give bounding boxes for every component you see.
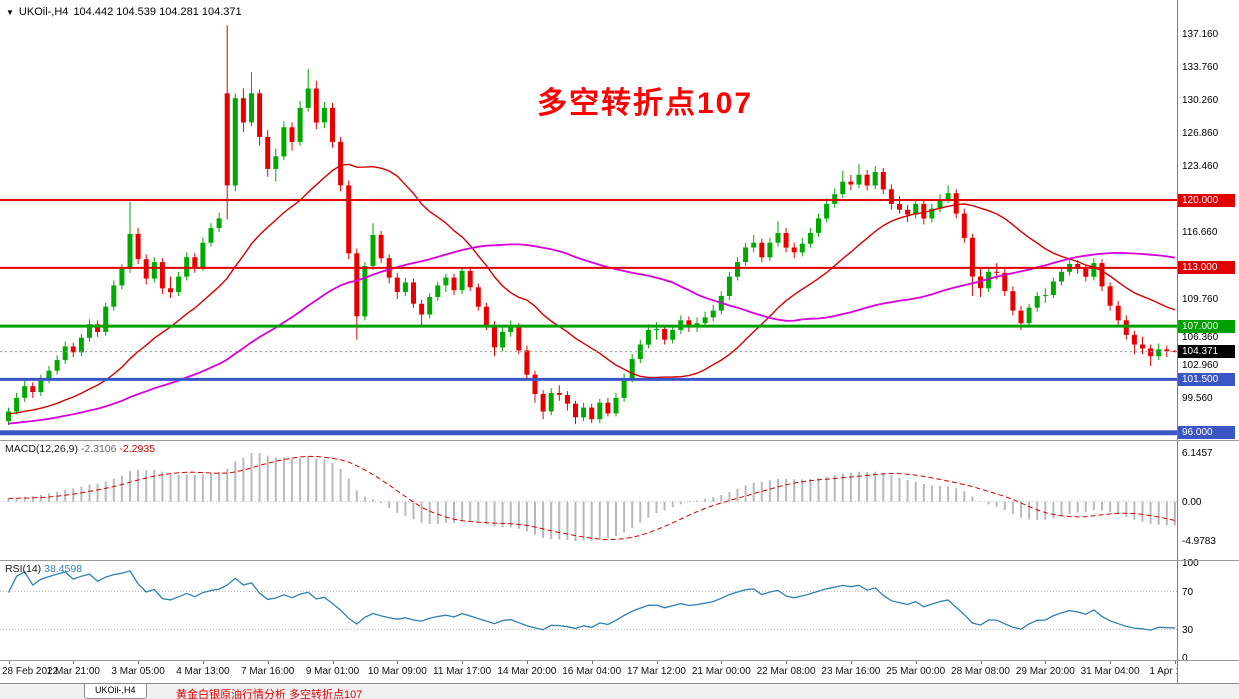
price-axis-badge: 96.000 [1178,426,1235,440]
time-axis-label: 4 Mar 13:00 [176,666,230,677]
time-axis-label: 28 Feb 2022 [2,666,59,677]
time-axis-tick [786,660,788,664]
chart-annotation: 多空转折点107 [537,87,754,120]
time-axis-tick [591,660,593,664]
rsi-axis-label: 30 [1182,624,1194,636]
price-axis-badge: 101.500 [1178,372,1235,386]
time-axis-tick [1110,660,1112,664]
pane-separator [0,660,1239,661]
price-axis-label: 123.460 [1182,161,1219,173]
time-axis-tick [8,660,10,664]
pane-separator[interactable] [0,440,1239,441]
macd-pane[interactable]: MACD(12,26,9) -2.3106 -2.2935 [0,440,1177,560]
price-axis-label: 133.760 [1182,61,1219,73]
main-chart-pane[interactable]: ▼ UKOil-,H4 104.442 104.539 104.281 104.… [0,0,1177,440]
time-axis-label: 1 Mar 21:00 [46,666,100,677]
rsi-label: RSI(14) [5,563,42,575]
time-axis-tick [980,660,982,664]
time-axis-label: 31 Mar 04:00 [1080,666,1140,677]
price-axis-label: 137.160 [1182,28,1219,40]
time-axis-tick [721,660,723,664]
time-axis-label: 10 Mar 09:00 [367,666,427,677]
price-axis-badge: 113.000 [1178,261,1235,275]
price-axis-label: 130.260 [1182,95,1219,107]
time-axis-tick [332,660,334,664]
rsi-axis-label: 0 [1182,653,1188,664]
price-axis-badge: 120.000 [1178,193,1235,207]
time-axis-label: 22 Mar 08:00 [756,666,816,677]
rsi-chart[interactable] [0,560,1177,660]
price-axis[interactable]: 137.160 133.760 130.260 126.860 123.460 116.6… [1177,0,1239,683]
pane-separator[interactable] [0,560,1239,561]
macd-axis-label: -4.9783 [1182,536,1216,547]
rsi-value: 38.4598 [44,563,83,575]
time-axis[interactable]: 28 Feb 2022 1 Mar 21:00 3 Mar 05:00 4 Mar 1… [0,660,1200,683]
time-axis-label: 14 Mar 20:00 [497,666,557,677]
rsi-axis-label: 70 [1182,586,1194,598]
time-axis-label: 1 Apr 12:00 [1149,666,1201,677]
time-axis-label: 25 Mar 00:00 [886,666,946,677]
macd-chart[interactable] [0,440,1177,560]
rsi-pane[interactable]: RSI(14) 38.4598 [0,560,1177,660]
time-axis-tick [202,660,204,664]
time-axis-label: 21 Mar 00:00 [691,666,751,677]
time-axis-tick [526,660,528,664]
symbol-timeframe-label: UKOil-,H4 [18,6,69,18]
time-axis-label: 7 Mar 16:00 [241,666,295,677]
macd-signal-value: -2.2935 [119,443,156,455]
price-axis-label: 102.960 [1182,360,1219,372]
time-axis-label: 16 Mar 04:00 [562,666,622,677]
ohlc-values: 104.442 104.539 104.281 104.371 [73,6,242,18]
time-axis-label: 29 Mar 20:00 [1015,666,1075,677]
rsi-header: RSI(14) 38.4598 [5,563,82,575]
time-axis-tick [73,660,75,664]
price-axis-label: 99.560 [1182,393,1213,405]
time-axis-label: 9 Mar 01:00 [305,666,360,677]
time-axis-label: 28 Mar 08:00 [951,666,1010,677]
ticker-text: 黄金白银原油行情分析 多空转折点107 [176,689,363,699]
time-axis-tick [1045,660,1047,664]
macd-axis-label: 0.00 [1182,496,1202,508]
time-axis-label: 3 Mar 05:00 [111,666,165,677]
time-axis-label: 23 Mar 16:00 [821,666,881,677]
time-axis-tick [267,660,269,664]
time-axis-tick [850,660,852,664]
time-axis-tick [397,660,399,664]
time-axis-label: 11 Mar 17:00 [433,666,492,677]
time-axis-tick [462,660,464,664]
macd-main-value: -2.3106 [80,443,117,455]
time-axis-label: 17 Mar 12:00 [627,666,686,677]
macd-header: MACD(12,26,9) -2.3106 -2.2935 [5,443,155,455]
price-axis-label: 109.760 [1182,294,1219,306]
macd-axis-label: 6.1457 [1182,448,1213,459]
rsi-axis-label: 100 [1182,558,1199,569]
price-axis-label: 116.660 [1182,227,1218,239]
time-axis-tick [1174,660,1176,664]
chart-tab-bar: UKOil-,H4 黄金白银原油行情分析 多空转折点107 [0,683,1239,699]
symbol-ohlc-header: ▼ UKOil-,H4 104.442 104.539 104.281 104.… [6,6,242,18]
price-axis-label: 106.360 [1182,332,1219,344]
price-axis-badge: 104.371 [1178,345,1235,359]
price-axis-label: 126.860 [1182,128,1219,140]
time-axis-tick [138,660,140,664]
macd-label: MACD(12,26,9) [5,443,78,455]
symbol-dropdown-icon[interactable]: ▼ [6,7,14,17]
candlestick-chart[interactable] [0,0,1177,440]
time-axis-tick [656,660,658,664]
time-axis-tick [915,660,917,664]
price-axis-badge: 107.000 [1178,319,1235,333]
chart-tab-ukoil[interactable]: UKOil-,H4 [84,684,147,699]
